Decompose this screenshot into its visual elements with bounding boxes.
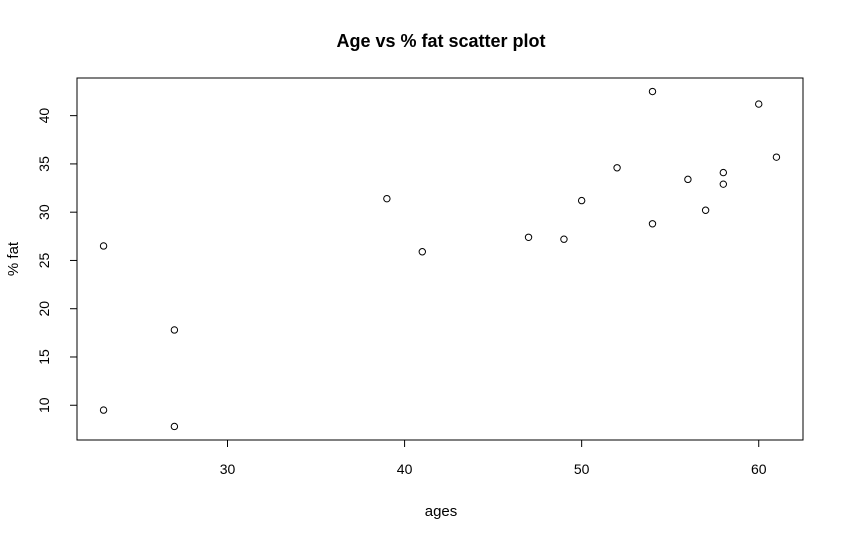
- x-tick-label: 50: [574, 461, 590, 477]
- data-point: [648, 220, 657, 228]
- data-point: [755, 100, 763, 108]
- x-axis-label: ages: [425, 503, 458, 520]
- data-points: [99, 87, 781, 431]
- data-point: [613, 164, 621, 172]
- y-axis-label: % fat: [5, 241, 22, 276]
- data-point: [383, 194, 391, 203]
- data-point: [772, 153, 781, 161]
- y-tick-label: 25: [36, 252, 52, 268]
- data-point: [719, 180, 728, 188]
- data-point: [170, 326, 179, 334]
- y-tick-label: 15: [36, 349, 52, 365]
- data-point: [524, 233, 533, 241]
- x-tick-label: 60: [751, 461, 767, 477]
- y-tick-label: 10: [36, 397, 52, 413]
- data-point: [170, 422, 179, 431]
- data-point: [701, 206, 710, 214]
- y-tick-label: 40: [36, 108, 52, 124]
- x-tick-label: 40: [397, 461, 413, 477]
- chart-title: Age vs % fat scatter plot: [336, 31, 545, 51]
- data-point: [560, 235, 568, 243]
- data-point: [719, 168, 728, 177]
- y-tick-label: 30: [36, 204, 52, 220]
- data-point: [684, 175, 692, 184]
- y-tick-label: 20: [36, 301, 52, 317]
- y-tick-label: 35: [36, 156, 52, 172]
- data-point: [648, 87, 657, 96]
- y-axis: 10 15 20 25 30 35 40: [36, 108, 77, 413]
- data-point: [577, 196, 586, 205]
- plot-frame: [76, 77, 804, 441]
- data-point: [99, 242, 108, 250]
- x-axis: 30 40 50 60: [220, 440, 767, 477]
- data-point: [99, 406, 108, 414]
- data-point: [418, 248, 426, 256]
- x-tick-label: 30: [220, 461, 236, 477]
